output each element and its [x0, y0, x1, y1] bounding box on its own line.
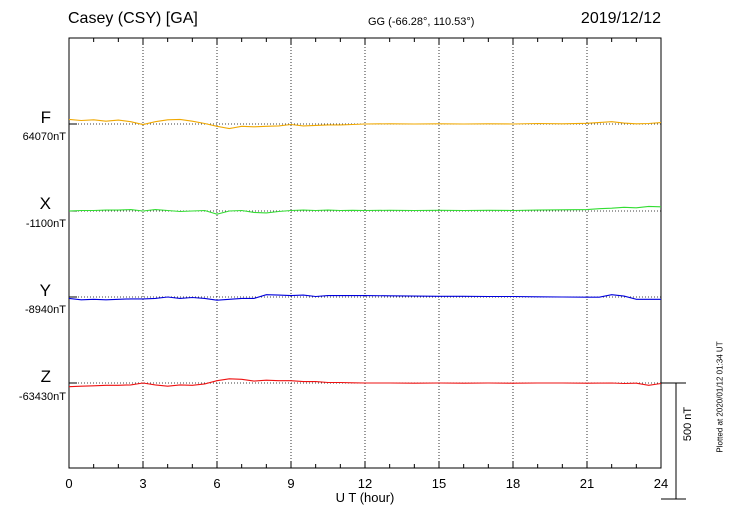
series-label-x: X	[39, 194, 51, 213]
plotted-timestamp: Plotted at 2020/01/12 01:34 UT	[715, 341, 725, 453]
series-label-f: F	[40, 108, 51, 127]
series-label-y: Y	[39, 281, 51, 300]
x-tick-label: 3	[139, 476, 147, 491]
x-tick-label: 0	[65, 476, 73, 491]
scale-bar-label: 500 nT	[682, 406, 694, 442]
x-tick-label: 15	[431, 476, 447, 491]
x-tick-label: 24	[653, 476, 669, 491]
series-baseline-f: 64070nT	[22, 131, 66, 143]
date-label: 2019/12/12	[580, 10, 661, 27]
series-line-z	[68, 378, 662, 388]
series-baseline-x: -1100nT	[25, 218, 66, 230]
series-baseline-y: -8940nT	[25, 304, 66, 316]
coordinates-label: GG (-66.28°, 110.53°)	[368, 16, 475, 28]
series-line-y	[68, 294, 661, 301]
x-axis-label: U T (hour)	[335, 490, 395, 505]
series-label-z: Z	[40, 367, 51, 386]
series-line-f	[68, 118, 662, 130]
x-tick-label: 6	[213, 476, 221, 491]
x-tick-label: 12	[357, 476, 373, 491]
station-title: Casey (CSY) [GA]	[68, 10, 198, 27]
x-tick-label: 18	[505, 476, 521, 491]
series-baseline-z: -63430nT	[18, 391, 66, 403]
x-tick-label: 9	[287, 476, 295, 491]
series-line-x	[68, 205, 662, 215]
x-tick-label: 21	[579, 476, 595, 491]
plot-frame	[68, 37, 662, 469]
